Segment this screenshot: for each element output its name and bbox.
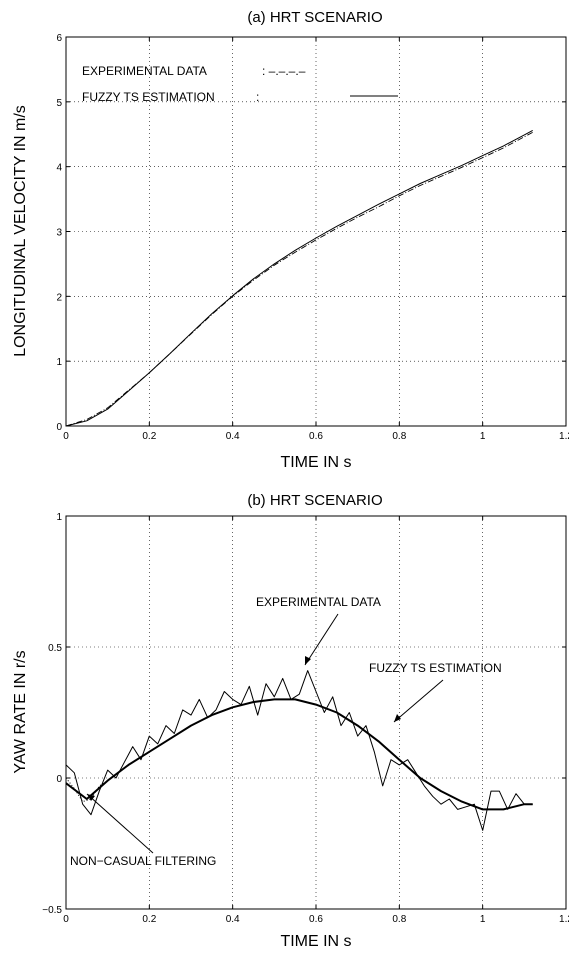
y-tick-label: 3 <box>56 228 62 239</box>
y-tick-label: 1 <box>56 512 62 523</box>
chart-b-series <box>65 670 533 831</box>
chart-a: (a) HRT SCENARIO 0 0.2 0.4 0.6 0.8 1 1.2 0 1 2 3 4… <box>12 9 569 471</box>
chart-a-grid <box>66 37 566 426</box>
chart-a-title: (a) HRT SCENARIO <box>247 9 382 26</box>
x-tick-label: 0.6 <box>309 431 323 442</box>
y-tick-label: 4 <box>56 163 62 174</box>
legend-sample-fuzzy: : <box>256 90 259 104</box>
annotation-fuzzy-ts: FUZZY TS ESTIMATION <box>369 661 502 675</box>
x-tick-label: 0.8 <box>392 914 406 925</box>
chart-a-y-label: LONGITUDINAL VELOCITY IN m/s <box>12 105 29 357</box>
chart-b-grid <box>66 516 566 909</box>
x-tick-label: 0.4 <box>226 431 240 442</box>
chart-b-y-label: YAW RATE IN r/s <box>12 650 29 773</box>
x-tick-label: 0.2 <box>142 431 156 442</box>
y-tick-label: 6 <box>56 33 62 44</box>
x-tick-label: 0.8 <box>392 431 406 442</box>
chart-b-title: (b) HRT SCENARIO <box>247 492 382 509</box>
chart-a-x-ticks: 0 0.2 0.4 0.6 0.8 1 1.2 <box>63 37 569 442</box>
y-tick-label: 0 <box>56 774 62 785</box>
chart-b: (b) HRT SCENARIO 00.20.40.60.811.2 −0.50… <box>12 492 569 950</box>
chart-b-x-label: TIME IN s <box>280 933 351 950</box>
annotation-arrow-fuzzy <box>393 679 444 723</box>
y-tick-label: 1 <box>56 357 62 368</box>
annotation-arrowhead-experimental <box>305 656 311 665</box>
annotation-arrowhead-fuzzy <box>394 714 401 722</box>
legend-sample-experimental: : –.–.–.– <box>262 64 306 78</box>
chart-a-series <box>65 129 533 427</box>
y-tick-label: 5 <box>56 98 62 109</box>
chart-a-legend: EXPERIMENTAL DATA : –.–.–.– FUZZY TS EST… <box>82 64 398 104</box>
chart-b-y-ticks: −0.5 0 0.5 1 <box>42 512 566 916</box>
annotation-experimental-data: EXPERIMENTAL DATA <box>256 595 381 609</box>
x-tick-label: 0.6 <box>309 914 323 925</box>
x-tick-label: 1.2 <box>559 431 569 442</box>
annotation-arrow-non-casual <box>86 793 154 854</box>
chart-b-x-ticks: 0 0.2 0.4 0.6 0.8 1 1.2 <box>63 516 569 925</box>
series-line-fuzzy-ts-estimation <box>65 698 533 811</box>
x-tick-label: 1 <box>480 914 486 925</box>
series-line-experimental-data <box>65 670 533 831</box>
x-tick-label: 1 <box>480 431 486 442</box>
x-tick-label: 0 <box>63 431 69 442</box>
annotation-arrowhead-non-casual <box>87 794 95 801</box>
chart-b-annotations: EXPERIMENTAL DATA FUZZY TS ESTIMATION NO… <box>70 595 502 868</box>
y-tick-label: 0.5 <box>48 643 62 654</box>
legend-label-experimental: EXPERIMENTAL DATA <box>82 64 207 78</box>
x-tick-label: 1.2 <box>559 914 569 925</box>
annotation-non-casual: NON−CASUAL FILTERING <box>70 854 216 868</box>
x-tick-label: 0 <box>63 914 69 925</box>
series-line-experimental-data <box>65 131 533 427</box>
chart-a-x-label: TIME IN s <box>280 454 351 471</box>
x-tick-label: 0.4 <box>226 914 240 925</box>
series-line-non-casual-filtering <box>65 777 108 803</box>
annotation-arrow-experimental <box>304 613 339 666</box>
y-tick-label: 2 <box>56 292 62 303</box>
legend-label-fuzzy: FUZZY TS ESTIMATION <box>82 90 215 104</box>
y-tick-label: 0 <box>56 422 62 433</box>
x-tick-label: 0.2 <box>142 914 156 925</box>
series-line-fuzzy-ts-estimation <box>65 129 533 427</box>
y-tick-label: −0.5 <box>42 905 62 916</box>
